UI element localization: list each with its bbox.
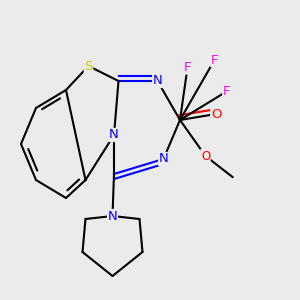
Text: N: N — [153, 74, 162, 88]
Text: F: F — [211, 53, 218, 67]
Text: S: S — [84, 59, 93, 73]
Text: O: O — [211, 107, 221, 121]
Text: N: N — [108, 209, 117, 223]
Text: N: N — [109, 128, 119, 142]
Text: F: F — [184, 61, 191, 74]
Text: N: N — [159, 152, 168, 166]
Text: F: F — [223, 85, 230, 98]
Text: O: O — [201, 149, 210, 163]
